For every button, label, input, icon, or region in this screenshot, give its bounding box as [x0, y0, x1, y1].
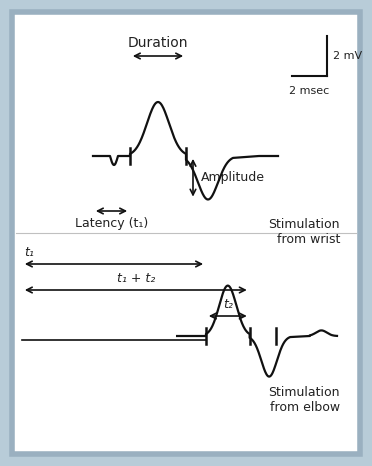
Text: 2 mV: 2 mV — [333, 51, 362, 61]
Text: t₂: t₂ — [223, 298, 233, 311]
FancyBboxPatch shape — [12, 12, 360, 454]
Text: Stimulation
from wrist: Stimulation from wrist — [269, 218, 340, 246]
Text: Stimulation
from elbow: Stimulation from elbow — [269, 386, 340, 414]
Text: t₁ + t₂: t₁ + t₂ — [117, 272, 155, 285]
Text: Amplitude: Amplitude — [201, 171, 265, 184]
Text: t₁: t₁ — [24, 246, 34, 259]
Text: Duration: Duration — [128, 36, 188, 50]
Text: 2 msec: 2 msec — [289, 86, 330, 96]
Text: Latency (t₁): Latency (t₁) — [75, 217, 148, 230]
